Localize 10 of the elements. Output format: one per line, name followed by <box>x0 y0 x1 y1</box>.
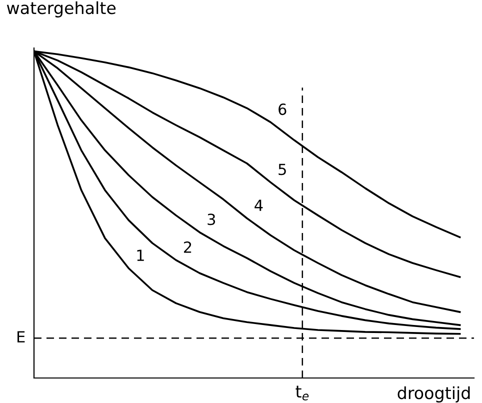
x-axis-title: droogtijd <box>398 386 470 402</box>
series-label: 5 <box>278 164 286 176</box>
series-label: 3 <box>208 214 216 226</box>
series-label: 1 <box>137 250 144 261</box>
series-label: 6 <box>278 104 286 116</box>
series-label: 4 <box>254 200 263 211</box>
text: t$_{e}$ <box>296 386 309 400</box>
ref-line-label: E <box>18 331 25 342</box>
y-axis-title: watergehalte <box>6 1 116 18</box>
series-label: 2 <box>184 241 192 253</box>
